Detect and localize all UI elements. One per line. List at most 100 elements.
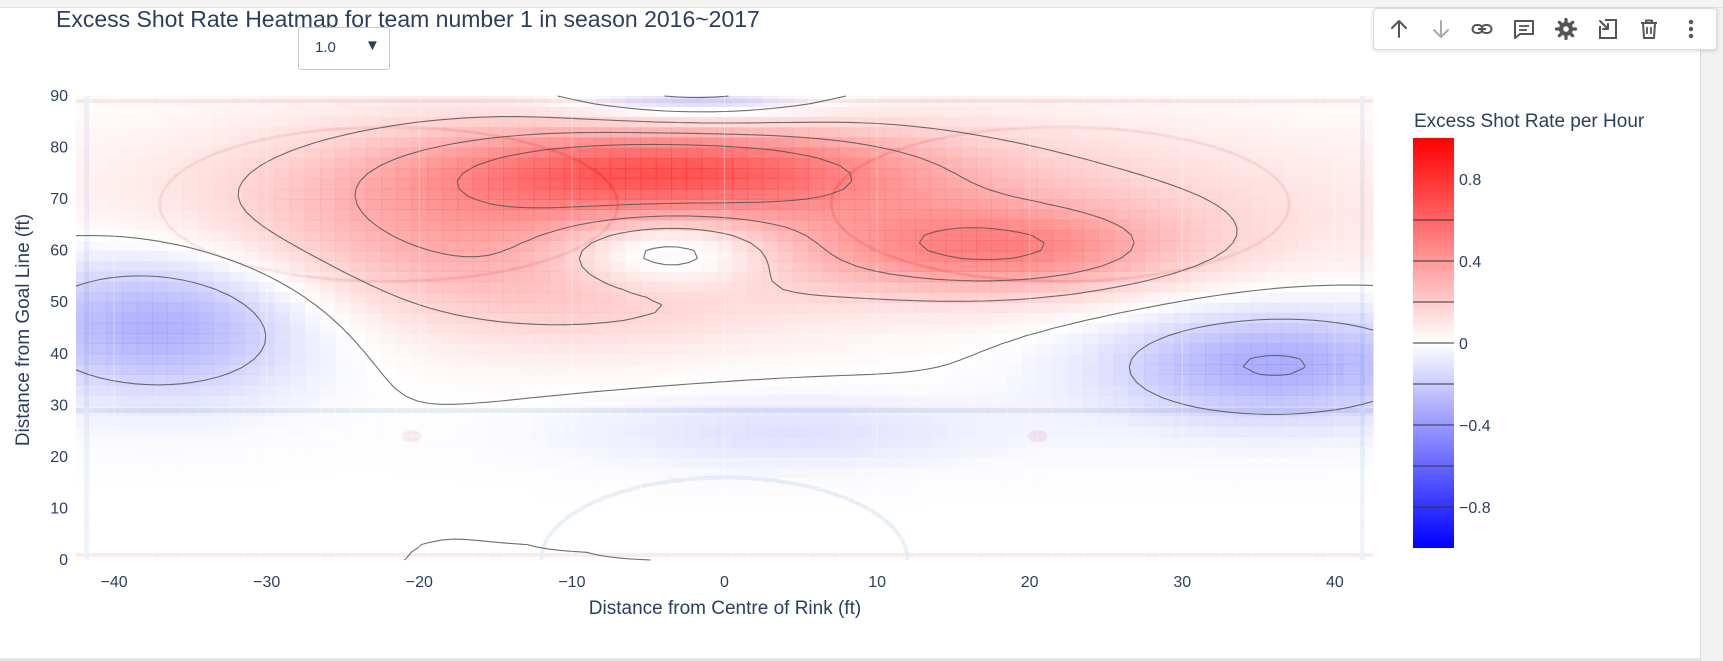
y-tick-label: 0	[59, 552, 68, 569]
heatmap-cell	[396, 178, 412, 189]
heatmap-cell	[946, 354, 962, 365]
heatmap-cell	[915, 354, 931, 365]
heatmap-cell	[595, 488, 611, 499]
heatmap-cell	[335, 529, 351, 540]
heatmap-cell	[1129, 333, 1145, 344]
heatmap-cell	[290, 550, 306, 561]
heatmap-cell	[808, 447, 824, 458]
heatmap-cell	[488, 292, 504, 303]
more-vert-icon[interactable]	[1673, 11, 1709, 47]
heatmap-cell	[457, 209, 473, 220]
heatmap-cell	[610, 261, 626, 272]
heatmap-cell	[473, 395, 489, 406]
heatmap-cell	[1236, 158, 1252, 169]
heatmap-cell	[778, 96, 794, 107]
value-dropdown[interactable]: 1.0 ▼	[298, 27, 390, 70]
heatmap-cell	[168, 106, 184, 117]
heatmap-cell	[747, 488, 763, 499]
heatmap-cell	[1144, 498, 1160, 509]
heatmap-cell	[686, 137, 702, 148]
heatmap-cell	[274, 488, 290, 499]
heatmap-cell	[808, 220, 824, 231]
heatmap-cell	[778, 539, 794, 550]
heatmap-cell	[702, 508, 718, 519]
heatmap-cell	[992, 168, 1008, 179]
heatmap-cell	[229, 343, 245, 354]
heatmap-cell	[1312, 230, 1328, 241]
heatmap-cell	[488, 220, 504, 231]
heatmap-cell	[1098, 447, 1114, 458]
comment-icon[interactable]	[1506, 11, 1542, 47]
heatmap-cell	[1083, 230, 1099, 241]
heatmap-cell	[885, 178, 901, 189]
arrow-up-icon[interactable]	[1381, 11, 1417, 47]
heatmap-cell	[1205, 313, 1221, 324]
heatmap-cell	[1068, 395, 1084, 406]
link-icon[interactable]	[1464, 11, 1500, 47]
heatmap-cell	[152, 447, 168, 458]
heatmap-cell	[1236, 426, 1252, 437]
heatmap-cell	[1159, 374, 1175, 385]
dropdown-selected-value: 1.0	[315, 39, 336, 56]
heatmap-cell	[1312, 127, 1328, 138]
heatmap-cell	[122, 240, 138, 251]
heatmap-cell	[1205, 127, 1221, 138]
heatmap-cell	[1007, 292, 1023, 303]
heatmap-cell	[503, 508, 519, 519]
heatmap-cell	[641, 230, 657, 241]
heatmap-cell	[305, 220, 321, 231]
heatmap-cell	[656, 478, 672, 489]
heatmap-cell	[137, 189, 153, 200]
export-icon[interactable]	[1590, 11, 1626, 47]
heatmap-cell	[442, 385, 458, 396]
heatmap-cell	[1236, 137, 1252, 148]
heatmap-cell	[381, 467, 397, 478]
heatmap-cell	[900, 282, 916, 293]
heatmap-cell	[320, 529, 336, 540]
heatmap-cell	[122, 457, 138, 468]
heatmap-cell	[534, 220, 550, 231]
heatmap-cell	[961, 189, 977, 200]
heatmap-cell	[1342, 498, 1358, 509]
heatmap-cell	[1053, 96, 1069, 107]
heatmap-cell	[961, 333, 977, 344]
heatmap-cell	[1281, 199, 1297, 210]
heatmap-cell	[396, 426, 412, 437]
heatmap-cell	[763, 395, 779, 406]
heatmap-cell	[961, 199, 977, 210]
heatmap-cell	[335, 230, 351, 241]
heatmap-cell	[152, 457, 168, 468]
heatmap-cell	[183, 302, 199, 313]
heatmap-cell	[1251, 447, 1267, 458]
heatmap-cell	[671, 550, 687, 561]
heatmap-cell	[641, 529, 657, 540]
heatmap-cell	[961, 209, 977, 220]
arrow-down-icon[interactable]	[1423, 11, 1459, 47]
heatmap-cell	[305, 385, 321, 396]
heatmap-cell	[152, 178, 168, 189]
y-tick-label: 70	[50, 191, 68, 208]
heatmap-cell	[91, 550, 107, 561]
heatmap-cell	[1297, 189, 1313, 200]
heatmap-cell	[320, 96, 336, 107]
heatmap-cell	[808, 539, 824, 550]
heatmap-cell	[793, 354, 809, 365]
heatmap-cell	[91, 498, 107, 509]
heatmap-cell	[335, 313, 351, 324]
heatmap-cell	[335, 395, 351, 406]
heatmap-cell	[1068, 498, 1084, 509]
heatmap-cell	[1297, 240, 1313, 251]
y-tick-label: 20	[50, 449, 68, 466]
heatmap-cell	[351, 106, 367, 117]
heatmap-cell	[1236, 292, 1252, 303]
heatmap-cell	[137, 168, 153, 179]
heatmap-cell	[1037, 405, 1053, 416]
heatmap-cell	[76, 199, 92, 210]
heatmap-cell	[1114, 178, 1130, 189]
heatmap-cell	[152, 158, 168, 169]
gear-icon[interactable]	[1548, 11, 1584, 47]
heatmap-cell	[198, 178, 214, 189]
trash-icon[interactable]	[1631, 11, 1667, 47]
heatmap-cell	[137, 416, 153, 427]
heatmap-cell	[183, 426, 199, 437]
